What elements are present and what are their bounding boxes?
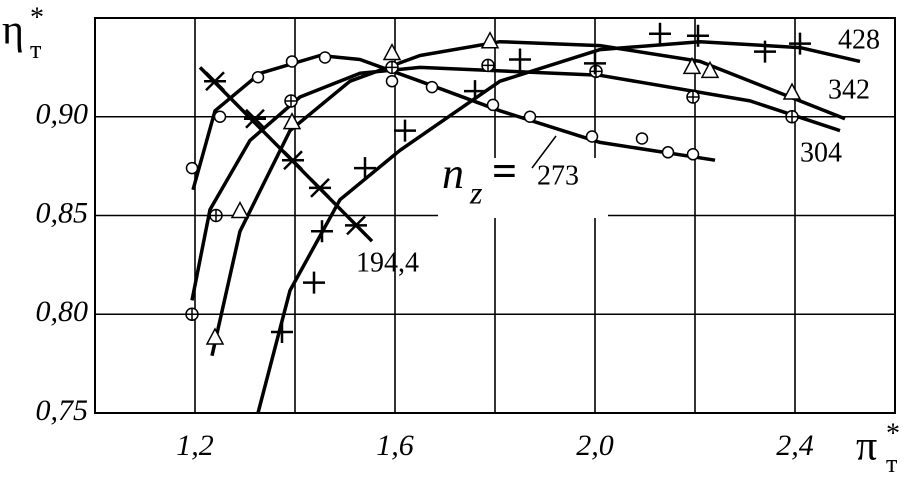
annotation-eq: = <box>492 147 517 196</box>
marker-asterisk <box>244 108 266 129</box>
leader-line <box>531 135 557 169</box>
marker-plus <box>754 40 776 63</box>
annotation-symbol: n <box>442 149 464 198</box>
marker-triangle <box>782 82 802 100</box>
fit-curve <box>256 39 861 414</box>
plot-frame <box>94 17 896 414</box>
marker-triangle <box>480 31 500 49</box>
marker-circle-plus <box>686 90 700 104</box>
marker-plus <box>354 157 376 180</box>
marker-plus <box>394 119 416 142</box>
marker-circle-plus <box>209 208 223 223</box>
marker-circle <box>185 161 199 175</box>
y-tick-label: 0,90 <box>36 98 89 131</box>
marker-asterisk <box>282 150 304 171</box>
marker-circle <box>585 130 599 143</box>
marker-circle-plus <box>284 94 298 108</box>
marker-circle <box>285 55 299 68</box>
x-label-symbol: π <box>856 424 877 470</box>
marker-asterisk <box>204 71 226 92</box>
marker-triangle <box>382 42 402 61</box>
series-label: 194,4 <box>356 247 419 278</box>
marker-asterisk <box>309 177 331 198</box>
marker-circle-plus <box>785 110 799 124</box>
series-label: 342 <box>828 74 870 105</box>
marker-circle <box>686 148 700 161</box>
marker-circle <box>251 71 265 84</box>
marker-plus <box>687 24 709 47</box>
markers <box>185 22 811 345</box>
marker-plus <box>509 48 531 71</box>
marker-circle <box>523 110 537 123</box>
marker-triangle <box>700 60 720 79</box>
y-label-symbol: η <box>2 8 24 54</box>
series-label: 304 <box>800 137 842 168</box>
marker-circle <box>635 132 649 145</box>
marker-asterisk <box>345 215 367 236</box>
marker-plus <box>789 32 811 55</box>
label-backdrop <box>438 158 608 218</box>
marker-plus <box>311 220 333 243</box>
marker-circle <box>385 74 399 88</box>
fit-curve <box>190 65 841 301</box>
series-label: 428 <box>838 24 880 55</box>
fit-curve <box>210 39 846 357</box>
y-tick-label: 0,80 <box>36 295 89 328</box>
marker-plus <box>303 271 325 294</box>
x-tick-label: 1,2 <box>176 429 214 462</box>
y-label-sup: * <box>30 2 44 33</box>
marker-plus <box>464 80 486 103</box>
marker-circle-plus <box>481 58 495 73</box>
y-tick-label: 0,75 <box>36 394 89 427</box>
annotation-sub: z <box>469 174 483 210</box>
marker-circle <box>213 110 227 123</box>
marker-circle-plus <box>185 307 199 321</box>
y-label-sub: т <box>30 35 41 64</box>
x-tick-label: 1,6 <box>376 429 414 462</box>
marker-circle <box>425 80 439 94</box>
x-tick-label: 2,0 <box>576 429 614 462</box>
marker-plus <box>584 52 606 75</box>
marker-triangle <box>205 327 225 345</box>
marker-plus <box>271 321 293 344</box>
x-tick-label: 2,4 <box>776 429 814 462</box>
marker-triangle <box>230 200 250 219</box>
marker-triangle <box>682 56 702 75</box>
x-label-sup: * <box>886 418 900 449</box>
marker-circle <box>486 98 500 112</box>
x-label-sub: т <box>886 449 897 478</box>
y-tick-label: 0,85 <box>36 196 89 229</box>
marker-triangle <box>282 112 302 130</box>
marker-circle <box>661 146 675 159</box>
marker-plus <box>649 22 671 45</box>
marker-circle-plus <box>385 60 399 75</box>
series-label: 273 <box>537 160 579 191</box>
marker-circle <box>318 51 332 64</box>
curves <box>190 39 861 414</box>
